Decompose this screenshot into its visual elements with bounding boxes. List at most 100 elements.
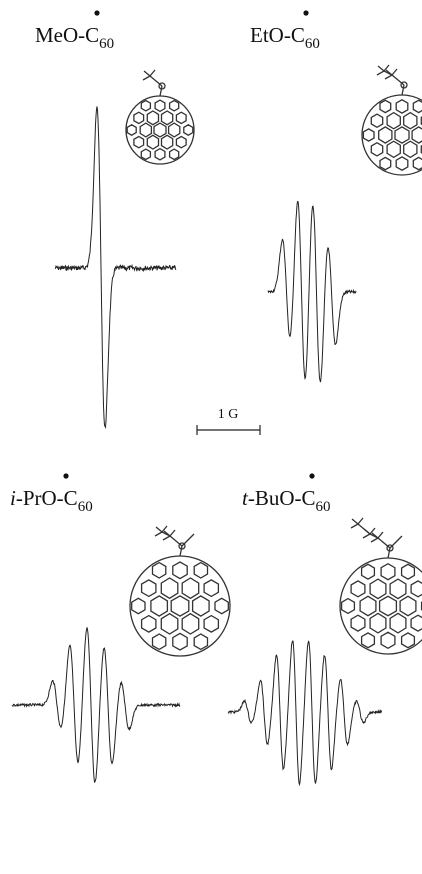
ring [151, 596, 168, 616]
epr-spectrum [55, 107, 176, 428]
ring [171, 596, 189, 616]
ring [176, 112, 186, 123]
compound-label: MeO-C60 [35, 23, 114, 52]
ring [390, 579, 406, 599]
figure: 1 G MeO-C60EtO-C60i-PrO-C60t-BuO-C60 [0, 0, 422, 874]
scale-bar-label: 1 G [218, 407, 239, 422]
bond [180, 546, 182, 556]
ring [194, 634, 207, 649]
ring [147, 135, 158, 149]
ring [362, 633, 375, 648]
radical-dot [94, 10, 99, 15]
ring [381, 564, 395, 580]
ring [362, 564, 375, 579]
ring [147, 111, 158, 125]
label-main: MeO-C [35, 23, 99, 47]
bond-h [352, 519, 358, 524]
bond [378, 538, 390, 548]
bond-h [363, 534, 370, 538]
epr-spectrum [268, 202, 356, 383]
ring [360, 596, 376, 615]
ring [194, 563, 207, 578]
ring [173, 633, 187, 650]
bond-h [371, 538, 378, 542]
fullerene [130, 526, 230, 656]
compound-label: i-PrO-C60 [10, 486, 93, 515]
radical-dot [63, 473, 68, 478]
bond-h [385, 75, 392, 79]
ring [413, 157, 422, 169]
label-subscript: 60 [305, 36, 320, 52]
bond [170, 536, 182, 546]
ring [176, 137, 186, 148]
label-main: EtO-C [250, 23, 305, 47]
ring [154, 123, 166, 137]
bond [150, 76, 162, 86]
ring [371, 114, 382, 127]
compound-label: EtO-C60 [250, 23, 320, 52]
radical-dot [303, 10, 308, 15]
ring [153, 634, 166, 649]
ring [141, 101, 150, 111]
ring [412, 127, 422, 143]
label-main: -BuO-C [248, 486, 316, 510]
label-main: -PrO-C [16, 486, 78, 510]
ring [370, 613, 386, 633]
bond-h [156, 527, 162, 532]
bond-h [163, 536, 170, 540]
bond-h [170, 530, 175, 536]
ring [161, 578, 178, 598]
label-subscript: 60 [316, 499, 331, 515]
label-subscript: 60 [78, 499, 93, 515]
ring [396, 100, 408, 113]
ring [141, 149, 150, 159]
bond-h [377, 71, 384, 75]
ring [380, 596, 397, 615]
ring [182, 614, 199, 634]
ring [170, 149, 179, 159]
ring [363, 129, 374, 141]
bond [402, 85, 404, 95]
ring [193, 596, 210, 616]
ring [404, 141, 417, 157]
ring [155, 149, 165, 160]
ring [402, 564, 415, 579]
bond [182, 534, 194, 546]
bond-h [155, 532, 162, 536]
epr-spectrum [228, 641, 382, 784]
ring [371, 143, 382, 156]
ring [381, 632, 395, 648]
bond [160, 86, 162, 96]
ring [204, 580, 218, 597]
ring [182, 578, 199, 598]
ring [153, 563, 166, 578]
fullerene [126, 70, 194, 164]
ring [215, 598, 228, 613]
ring [400, 596, 416, 615]
ring [140, 123, 151, 137]
bond-h [378, 532, 383, 538]
ring [351, 581, 365, 597]
bond [388, 548, 390, 558]
ring [411, 581, 422, 597]
ring [142, 616, 156, 633]
compound-label: t-BuO-C60 [242, 486, 331, 515]
epr-spectrum [12, 627, 180, 782]
ring [380, 100, 391, 112]
label-subscript: 60 [99, 36, 114, 52]
ring [184, 125, 193, 135]
ring [134, 112, 144, 123]
bond-h [144, 71, 150, 76]
ring [161, 614, 178, 634]
bond-h [358, 518, 363, 524]
ring [351, 615, 365, 631]
ring [173, 562, 187, 579]
ring [380, 157, 391, 169]
bond [358, 524, 370, 534]
ring [155, 100, 165, 111]
ring [387, 113, 400, 129]
ring [162, 135, 173, 149]
ring [169, 123, 180, 137]
ring [127, 125, 136, 135]
ring [342, 599, 355, 614]
